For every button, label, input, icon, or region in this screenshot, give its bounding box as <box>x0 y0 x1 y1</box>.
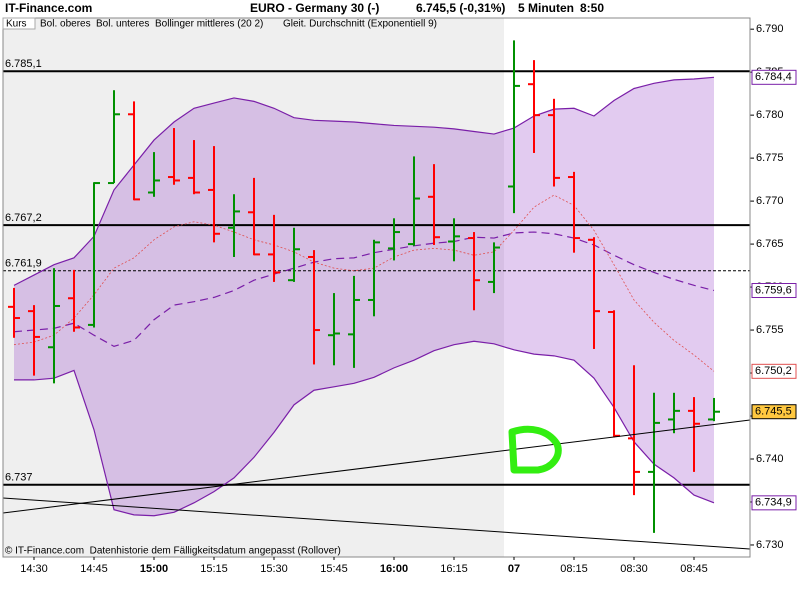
last-price-label-box <box>751 404 797 420</box>
indicator-line <box>13 231 715 348</box>
x-tick-label: 15:15 <box>200 563 228 575</box>
x-tick-label: 08:45 <box>680 563 708 575</box>
last-value-label-box <box>751 69 797 85</box>
trend-line <box>2 497 751 550</box>
legend-box <box>2 17 36 30</box>
time: 8:50 <box>580 1 604 15</box>
site-name: IT-Finance.com <box>5 1 92 15</box>
level-label: 6.761,9 <box>5 258 42 270</box>
last-value-label-box <box>751 283 797 299</box>
last-value-label: 6.759,6 <box>755 284 792 296</box>
x-tick-label: 15:30 <box>260 563 288 575</box>
legend-entry: Gleit. Durchschnitt (Exponentiell 9) <box>283 19 437 30</box>
x-tick-label: 08:30 <box>620 563 648 575</box>
legend-entry: Bollinger mittleres (20 2) <box>155 19 263 30</box>
legend-entry: Kurs <box>6 19 27 30</box>
x-tick-label: 14:30 <box>20 563 48 575</box>
last-value-label: 6.784,4 <box>755 71 792 83</box>
y-tick-label: 6.790 <box>756 23 784 35</box>
y-tick-label: 6.765 <box>756 238 784 250</box>
legend-entry: Bol. unteres <box>96 19 149 30</box>
y-tick-label: 6.730 <box>756 539 784 551</box>
y-tick-label: 6.755 <box>756 324 784 336</box>
last-value-label-box <box>751 363 797 379</box>
plot-layer: 6.785,1 6.767,2 6.761,9 6.737 <box>3 28 754 546</box>
plot-border <box>2 17 751 558</box>
x-tick-label: 07 <box>508 563 520 575</box>
x-tick-label: 16:15 <box>440 563 468 575</box>
previous-day-shade <box>3 18 504 557</box>
indicator-line <box>13 76 715 286</box>
x-tick-label: 14:45 <box>80 563 108 575</box>
footer: © IT-Finance.com Datenhistorie dem Fälli… <box>5 546 341 557</box>
x-tick-label: 15:00 <box>140 563 168 575</box>
bollinger-band-fill <box>14 77 714 516</box>
y-tick-label: 6.770 <box>756 195 784 207</box>
level-label: 6.785,1 <box>5 58 42 70</box>
quote: 6.745,5 (-0,31%) <box>416 1 505 15</box>
chart-title: EURO - Germany 30 (-) <box>250 1 379 15</box>
level-label: 6.737 <box>5 472 33 484</box>
x-tick-label: 15:45 <box>320 563 348 575</box>
last-value-label: 6.750,2 <box>755 365 792 377</box>
level-label: 6.767,2 <box>5 212 42 224</box>
last-value-label-box <box>751 495 797 511</box>
x-tick-label: 08:15 <box>560 563 588 575</box>
interval: 5 Minuten <box>518 1 574 15</box>
y-tick-label: 6.740 <box>756 453 784 465</box>
indicator-line <box>14 340 715 517</box>
last-value-label: 6.734,9 <box>755 497 792 509</box>
y-tick-label: 6.775 <box>756 152 784 164</box>
last-price-label: 6.745,5 <box>755 406 792 418</box>
legend-entry: Bol. oberes <box>40 19 91 30</box>
hand-drawn-marker <box>508 425 562 474</box>
y-tick-label: 6.780 <box>756 109 784 121</box>
x-tick-label: 16:00 <box>380 563 408 575</box>
trend-line <box>2 419 751 514</box>
